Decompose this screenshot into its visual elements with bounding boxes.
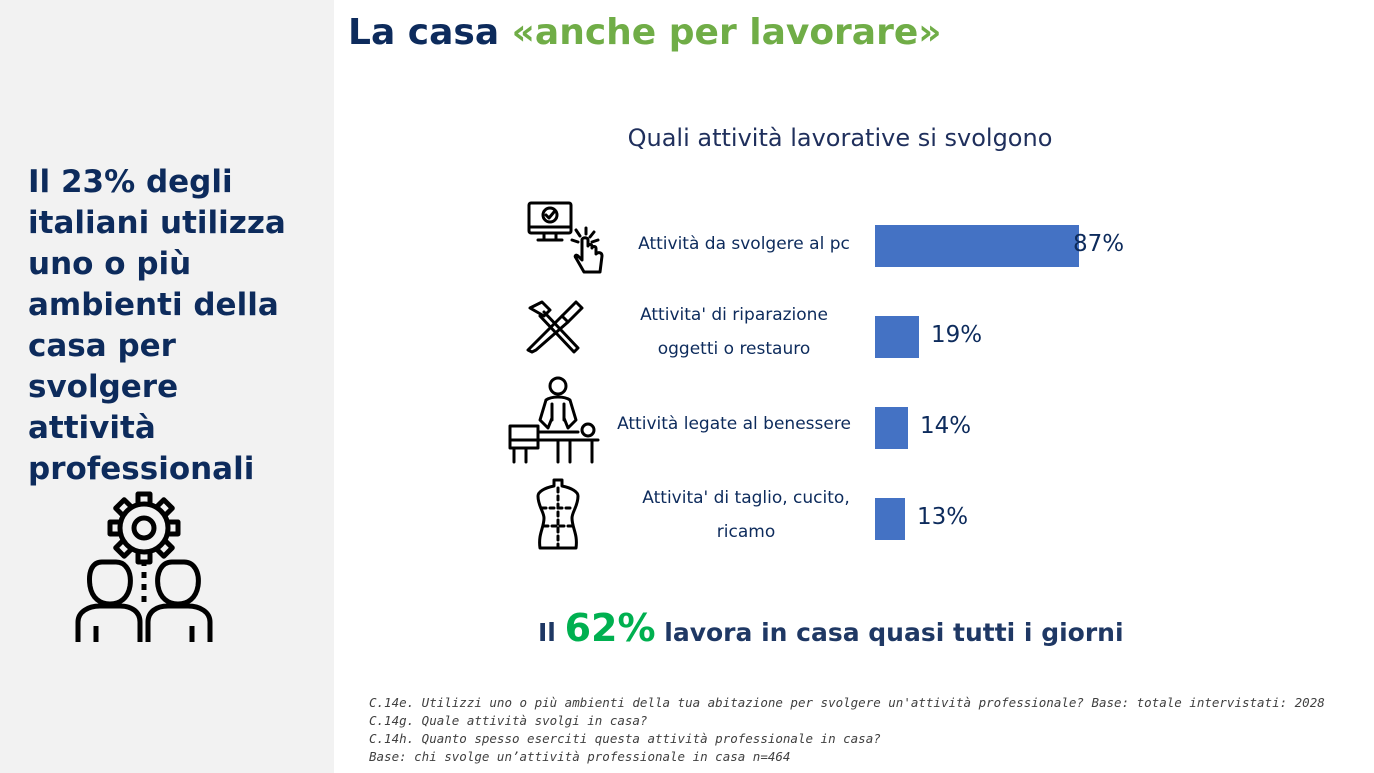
bar-riparazione [875, 316, 919, 358]
bar-value-label: 87% [1073, 231, 1125, 257]
page-title: La casa «anche per lavorare» [348, 12, 942, 53]
title-accent: «anche per lavorare» [511, 12, 942, 53]
headline-line: ambienti della [28, 287, 279, 323]
gear-people-icon [75, 491, 213, 642]
computer-click-icon [527, 201, 604, 274]
category-label: Attivita' di riparazione oggetti o resta… [640, 305, 828, 359]
footnote: C.14g. Quale attività svolgi in casa? [369, 713, 648, 728]
highlight-statement: Il 62% lavora in casa quasi tutti i gior… [538, 606, 1124, 650]
tools-icon [526, 300, 584, 354]
bar-attivita-pc [875, 225, 1079, 267]
left-panel [0, 0, 334, 773]
bar-value-label: 14% [920, 413, 972, 439]
footnotes: C.14e. Utilizzi uno o più ambienti della… [369, 694, 1325, 766]
footnote: C.14e. Utilizzi uno o più ambienti della… [369, 695, 1325, 710]
category-label: Attività legate al benessere [617, 414, 851, 434]
headline-line: professionali [28, 451, 255, 487]
highlight-value: 62% [564, 606, 656, 650]
mannequin-icon [536, 478, 580, 550]
headline-line: italiani utilizza [28, 205, 286, 241]
headline-line: Il 23% degli [28, 164, 233, 200]
category-label: Attività da svolgere al pc [638, 234, 850, 254]
sidebar-headline: Il 23% degli italiani utilizza uno o più… [28, 162, 328, 490]
footnote: C.14h. Quanto spesso eserciti questa att… [369, 731, 881, 746]
headline-line: attività [28, 410, 156, 446]
title-main: La casa [348, 12, 512, 53]
massage-icon [508, 376, 600, 464]
bar-benessere [875, 407, 908, 449]
highlight-suffix: lavora in casa quasi tutti i giorni [655, 618, 1124, 647]
chart-title: Quali attività lavorative si svolgono [627, 124, 1053, 152]
bar-value-label: 19% [931, 322, 983, 348]
headline-line: uno o più [28, 246, 192, 282]
highlight-prefix: Il [538, 618, 565, 647]
footnote: Base: chi svolge un’attività professiona… [369, 749, 791, 764]
headline-line: casa per svolgere [28, 328, 179, 405]
bar-value-label: 13% [917, 504, 969, 530]
bar-taglio-cucito [875, 498, 905, 540]
category-label: Attivita' di taglio, cucito, ricamo [642, 488, 850, 542]
